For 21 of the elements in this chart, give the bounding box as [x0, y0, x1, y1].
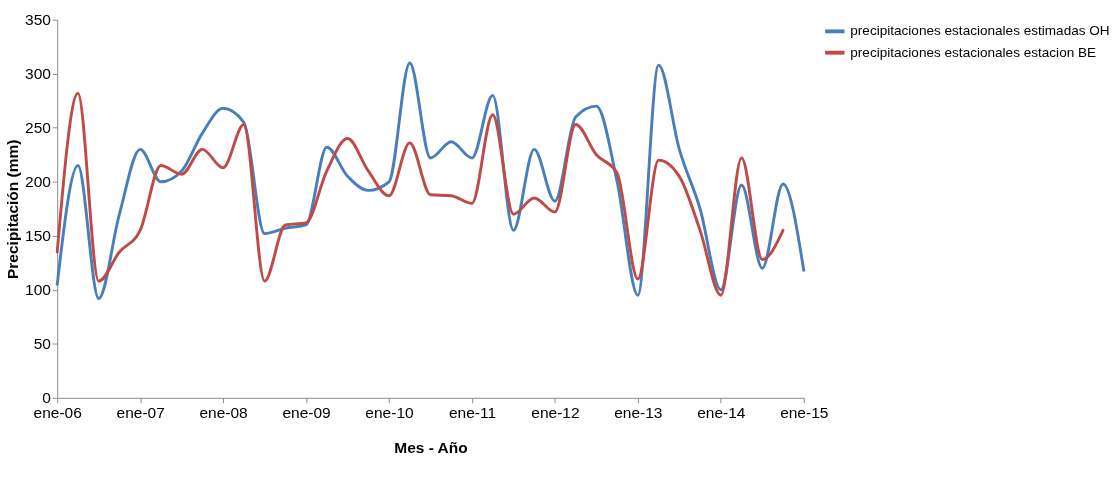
legend-label: precipitaciones estacionales estacion BE [850, 44, 1097, 60]
y-tick-label: 350 [25, 11, 52, 29]
y-tick-label: 200 [25, 173, 52, 191]
x-tick-label: ene-15 [780, 403, 829, 421]
x-tick-label: ene-12 [531, 403, 580, 421]
x-tick-label: ene-10 [365, 403, 415, 421]
x-tick-label: ene-14 [697, 403, 746, 421]
y-tick-label: 250 [25, 119, 52, 137]
legend-label: precipitaciones estacionales estimadas OH [850, 23, 1110, 39]
y-axis-title: Precipitación (mm) [4, 139, 22, 280]
x-tick-label: ene-11 [448, 403, 497, 421]
x-tick-label: ene-07 [116, 403, 165, 421]
x-axis-title: Mes - Año [394, 438, 468, 456]
x-tick-label: ene-08 [199, 403, 248, 421]
y-tick-label: 50 [33, 335, 52, 353]
y-tick-label: 100 [25, 281, 52, 299]
y-tick-label: 150 [25, 227, 52, 245]
line-series [55, 91, 785, 297]
x-tick-label: ene-09 [282, 403, 331, 421]
y-tick-label: 300 [25, 65, 52, 83]
x-tick-label: ene-13 [614, 403, 663, 421]
